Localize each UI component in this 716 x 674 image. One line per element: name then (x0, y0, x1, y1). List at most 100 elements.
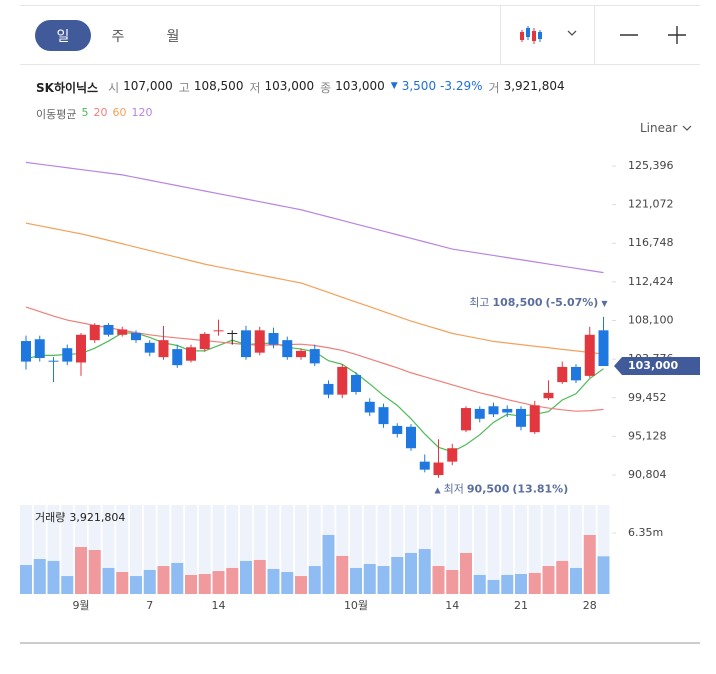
candle-body (584, 334, 595, 376)
dropdown-chevron[interactable] (566, 28, 578, 38)
volume-bar (157, 566, 170, 594)
candle-body (447, 448, 458, 462)
candle-body (131, 333, 141, 341)
volume-background (171, 505, 184, 594)
x-tick-label: 7 (146, 599, 153, 612)
y-tick-label: 112,424 (628, 275, 674, 288)
volume-background (405, 505, 417, 594)
candle-body (543, 392, 554, 399)
volume-background (240, 505, 252, 594)
scale-label: Linear (640, 121, 678, 135)
volume-background (528, 505, 541, 594)
period-tab[interactable]: 주 (111, 28, 125, 45)
change-percent: -3.29% (440, 79, 483, 93)
volume-bar (460, 552, 472, 594)
y-tick-label: 99,452 (628, 391, 667, 404)
candle-body (241, 330, 251, 358)
volume-background (308, 505, 321, 594)
volume-background (253, 505, 266, 594)
volume-bar (432, 566, 445, 594)
x-tick-label: 28 (583, 599, 597, 612)
x-tick-label: 14 (212, 599, 226, 612)
candle-body (268, 333, 279, 345)
volume-bar (116, 571, 129, 594)
volume-background (267, 505, 280, 594)
volume-bar (418, 549, 431, 594)
volume-bar (473, 574, 486, 594)
note-percent: (-5.07%) (546, 296, 599, 309)
volume-background (515, 505, 527, 594)
candle-body (76, 334, 86, 363)
volume-bar (515, 574, 527, 594)
period-tab[interactable]: 일 (35, 20, 91, 51)
volume-background (570, 505, 582, 594)
candle-body (392, 425, 403, 434)
change-amount: 3,500 (401, 79, 437, 93)
candle-body (516, 408, 526, 427)
volume-background (350, 505, 362, 594)
volume-bar (171, 562, 184, 594)
ma-line (25, 332, 604, 453)
candle-body (117, 329, 128, 335)
volume-background (432, 505, 445, 594)
zoom-in[interactable] (666, 24, 688, 46)
separator (594, 6, 595, 64)
volume-bar (597, 556, 610, 594)
volume-bar (102, 567, 115, 594)
ma-line (25, 306, 604, 412)
candle-body (378, 407, 389, 425)
volume-background (157, 505, 170, 594)
scale-dropdown[interactable]: Linear (640, 121, 693, 135)
zoom-out[interactable] (618, 24, 640, 46)
volume-bar (391, 556, 404, 594)
high-annotation: 최고 108,500 (-5.07%) ▼ (469, 296, 608, 309)
volume-bar (542, 566, 555, 594)
volume-value: 3,921,804 (69, 511, 125, 524)
legend-entry: 120 (131, 106, 153, 119)
candle-body (254, 330, 265, 353)
y-tick-label: 121,072 (628, 198, 674, 211)
quote-value: 3,921,804 (503, 79, 565, 93)
chart-type-icon[interactable] (518, 22, 548, 48)
candle-body (323, 383, 334, 395)
quote-value: 103,000 (264, 79, 315, 93)
ma-line (25, 222, 604, 355)
period-tab[interactable]: 월 (166, 28, 180, 45)
volume-background (61, 505, 74, 594)
candle-body (502, 408, 513, 413)
volume-bar (570, 567, 582, 594)
volume-background (20, 505, 32, 594)
volume-background (487, 505, 500, 594)
y-tick-label: 125,396 (628, 159, 674, 172)
note-arrow: ▼ (601, 298, 608, 307)
x-tick-label: 21 (514, 599, 528, 612)
quote-value: 107,000 (123, 79, 173, 93)
stock-name: SK하이닉스 (36, 81, 99, 95)
volume-background (597, 505, 610, 594)
volume-bar (528, 572, 541, 594)
volume-bar (130, 576, 142, 594)
candle-body (419, 461, 430, 470)
last-price-label: 103,000 (628, 359, 678, 372)
candle-body (406, 426, 416, 449)
quote-label: 고 (178, 81, 190, 95)
volume-bar (240, 560, 252, 594)
volume-bar (336, 555, 349, 594)
note-arrow: ▲ (435, 485, 442, 494)
candle-body (227, 333, 238, 335)
volume-bar (143, 569, 156, 594)
volume-bar (198, 574, 211, 594)
candle-body (158, 340, 169, 358)
candle-body (282, 340, 293, 358)
candle-body (199, 333, 210, 350)
note-prefix: 최고 (469, 296, 489, 309)
legend-entry: 60 (112, 106, 127, 119)
last-price-marker (614, 357, 700, 376)
volume-bar (295, 576, 307, 594)
note-percent: (13.81%) (512, 483, 568, 496)
volume-background (75, 505, 87, 594)
volume-background (556, 505, 569, 594)
candle-body (34, 339, 45, 359)
volume-bar (322, 534, 335, 594)
candle-body (433, 462, 444, 476)
